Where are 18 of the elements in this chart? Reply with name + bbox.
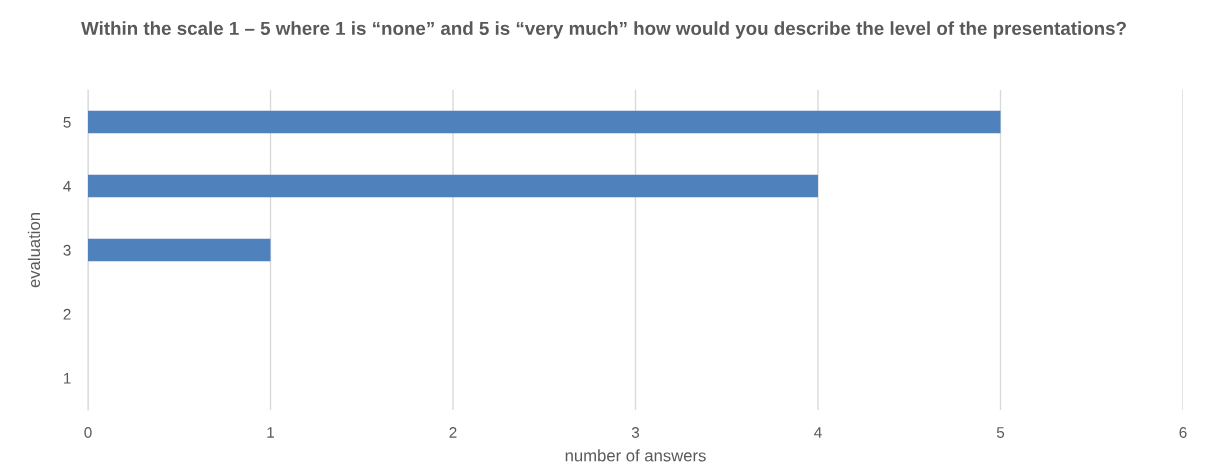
x-tick-label: 0 [84, 427, 92, 438]
bar [88, 238, 271, 262]
x-tick-label: 4 [814, 427, 822, 438]
bar [88, 110, 1001, 134]
y-tick-label: 2 [63, 308, 71, 320]
x-tick-label: 1 [267, 427, 274, 438]
y-axis-title: evaluation [27, 213, 41, 288]
x-axis-title: number of answers [565, 449, 706, 462]
y-tick-label: 5 [63, 117, 71, 128]
chart-title: Within the scale 1 – 5 where 1 is “none” and 5 is “very much” how would you describe the level of the presentations? [81, 21, 1126, 39]
x-tick-label: 6 [1179, 427, 1187, 438]
bar [88, 174, 818, 198]
x-tick-label: 5 [996, 427, 1005, 438]
y-tick-label: 1 [64, 373, 71, 384]
x-tick-label: 2 [449, 427, 457, 438]
x-tick-label: 3 [631, 427, 640, 438]
y-tick-label: 4 [63, 181, 71, 192]
y-tick-label: 3 [63, 244, 71, 256]
